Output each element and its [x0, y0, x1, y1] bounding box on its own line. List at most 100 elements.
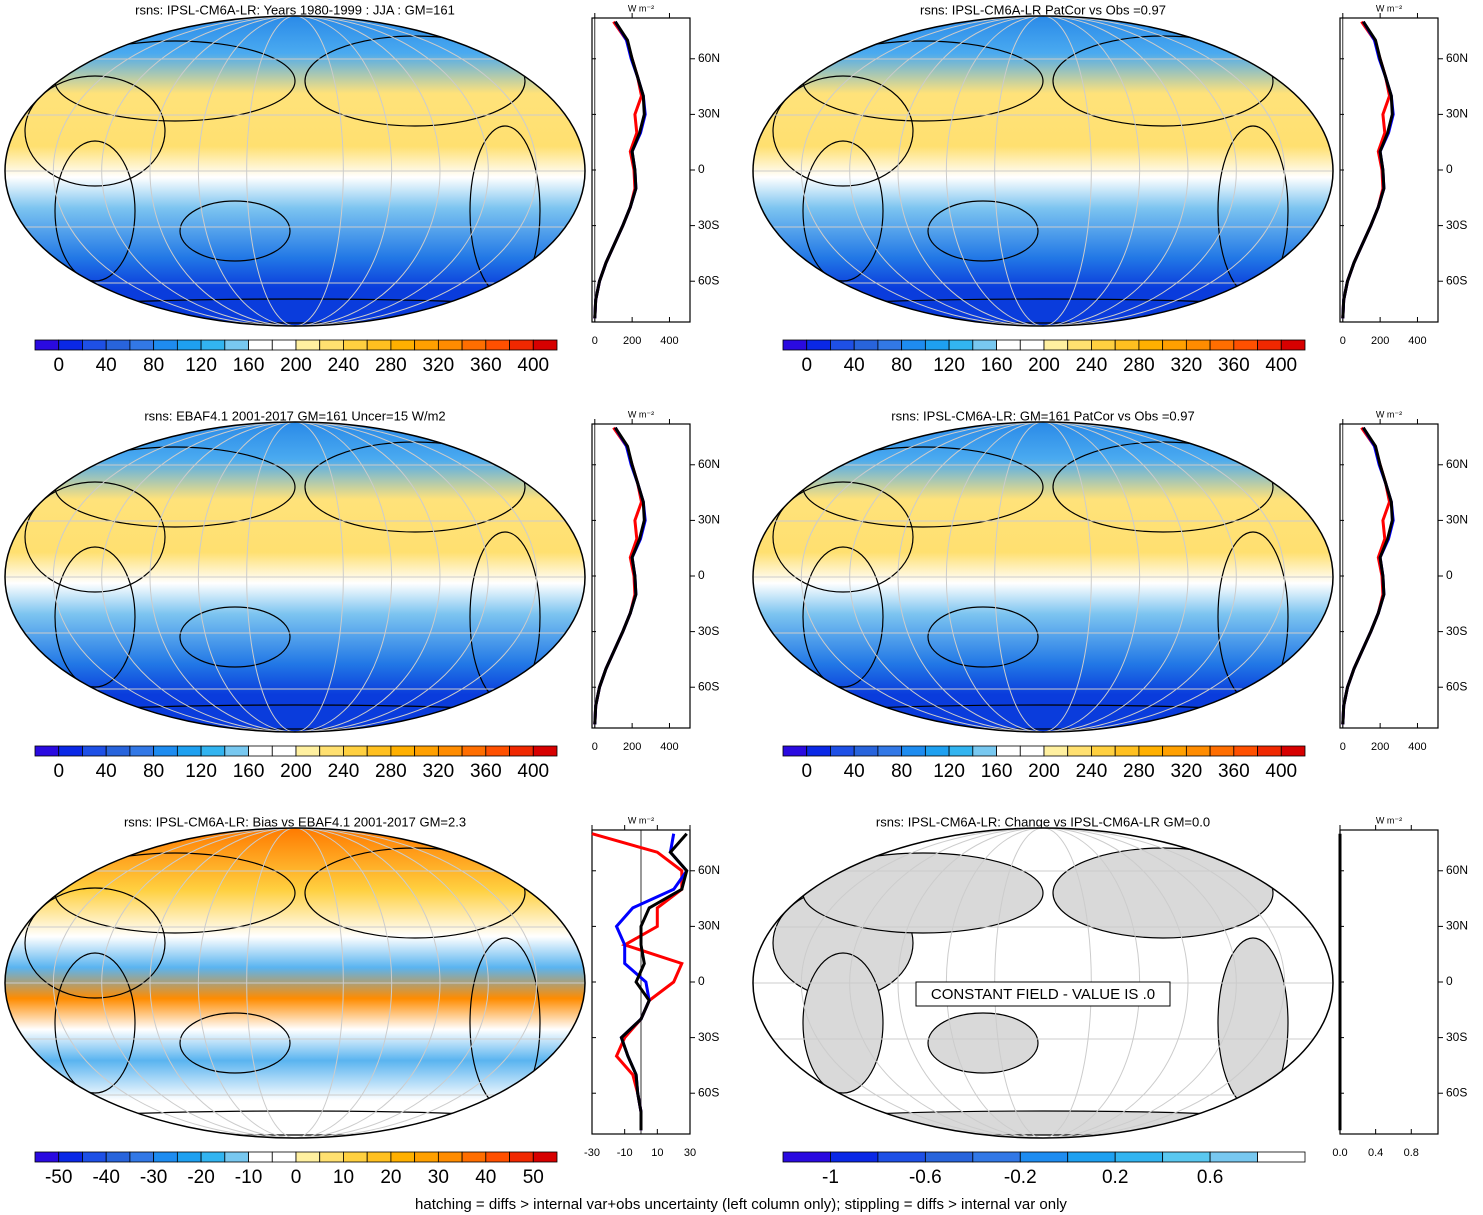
colorbar-box: [1280, 339, 1306, 351]
meridian: [994, 16, 1092, 326]
panel-title: rsns: IPSL-CM6A-LR: Years 1980-1999 : JJ…: [135, 2, 455, 17]
y-tick-label: 60N: [1446, 863, 1468, 877]
colorbar-label: 0: [801, 355, 812, 376]
colorbar-box: [924, 1151, 974, 1163]
colorbar-box: [1043, 339, 1069, 351]
colorbar-label: 40: [844, 355, 865, 376]
colorbar-box: [972, 339, 997, 351]
colorbar-label: -20: [187, 1167, 214, 1188]
map-land: [5, 422, 585, 732]
colorbar-label: 360: [470, 355, 502, 376]
colorbar-label: 280: [1123, 355, 1155, 376]
meridian: [149, 16, 441, 326]
colorbar-label: 160: [233, 761, 265, 782]
colorbar-label: 10: [333, 1167, 354, 1188]
colorbar-label: -0.2: [1004, 1167, 1037, 1188]
x-tick-label: 400: [660, 741, 678, 753]
colorbar-box: [1067, 339, 1092, 351]
colorbar-box: [34, 1151, 60, 1163]
zonal-frame: [591, 17, 691, 323]
colorbar-box: [248, 745, 273, 757]
colorbar-box: [82, 339, 107, 351]
map-border: [752, 15, 1334, 327]
colorbar-box: [1209, 339, 1235, 351]
meridian: [849, 422, 1237, 732]
continent: [802, 952, 884, 1094]
y-tick-label: 60N: [698, 457, 720, 471]
colorbar-label: 40: [844, 761, 865, 782]
zonal-frame: [1339, 423, 1439, 729]
colorbar-box: [390, 339, 416, 351]
continent: [24, 75, 166, 187]
colorbar-box: [58, 745, 83, 757]
colorbar-box: [271, 1151, 297, 1163]
zonal-line: [1341, 20, 1394, 319]
colorbar-box: [224, 745, 249, 757]
x-tick-label: 0.4: [1368, 1147, 1383, 1159]
colorbar-box: [153, 745, 178, 757]
colorbar-box: [390, 745, 416, 757]
colorbar-box: [176, 339, 202, 351]
meridian: [246, 828, 344, 1138]
colorbar-box: [485, 339, 510, 351]
meridian: [849, 16, 1237, 326]
y-tick-label: 60S: [698, 273, 719, 287]
colorbar-box: [1209, 745, 1235, 757]
y-tick-label: 0: [698, 974, 705, 988]
colorbar-box: [924, 745, 950, 757]
y-tick-label: 0: [1446, 568, 1453, 582]
zonal-unit: W m⁻²: [628, 3, 654, 13]
colorbar-label: 0.2: [1102, 1167, 1128, 1188]
meridian: [800, 828, 1286, 1138]
colorbar-label: 400: [1265, 761, 1297, 782]
colorbar-label: 400: [517, 355, 549, 376]
y-tick-label: 30S: [1446, 1030, 1467, 1044]
colorbar-box: [1233, 339, 1258, 351]
x-tick-label: 400: [1408, 335, 1426, 347]
continent: [54, 546, 136, 688]
zonal-line: [591, 832, 684, 1131]
continent: [802, 140, 884, 282]
meridian: [101, 828, 489, 1138]
x-tick-label: 200: [623, 335, 641, 347]
colorbar-label: 40: [475, 1167, 496, 1188]
colorbar-box: [295, 339, 321, 351]
y-tick-label: 60N: [698, 863, 720, 877]
colorbar-label: 30: [428, 1167, 449, 1188]
colorbar-box: [853, 339, 879, 351]
colorbar-box: [1019, 1151, 1069, 1163]
colorbar-box: [200, 1151, 226, 1163]
meridian: [897, 828, 1189, 1138]
colorbar-box: [1162, 339, 1187, 351]
x-tick-label: 200: [1371, 741, 1389, 753]
x-tick-label: 400: [660, 335, 678, 347]
x-tick-label: 0.0: [1332, 1147, 1347, 1159]
meridian: [197, 16, 393, 326]
y-tick-label: 30S: [1446, 624, 1467, 638]
colorbar-box: [271, 339, 297, 351]
colorbar-box: [82, 745, 107, 757]
colorbar-label: -1: [822, 1167, 839, 1188]
colorbar-box: [366, 745, 392, 757]
colorbar-box: [390, 1151, 416, 1163]
colorbar-label: 360: [1218, 761, 1250, 782]
colorbar-box: [319, 1151, 344, 1163]
colorbar-label: 160: [981, 761, 1013, 782]
continent: [772, 481, 914, 593]
colorbar-box: [58, 1151, 83, 1163]
colorbar-box: [437, 339, 463, 351]
colorbar-box: [461, 745, 487, 757]
colorbar-box: [972, 1151, 1021, 1163]
panel-title: rsns: EBAF4.1 2001-2017 GM=161 Uncer=15 …: [144, 408, 445, 423]
colorbar-box: [830, 1151, 879, 1163]
colorbar-box: [343, 339, 368, 351]
colorbar-box: [1114, 339, 1140, 351]
colorbar-box: [1185, 339, 1211, 351]
colorbar-label: 280: [375, 355, 407, 376]
colorbar-box: [1067, 1151, 1116, 1163]
colorbar-label: 160: [981, 355, 1013, 376]
colorbar-box: [414, 1151, 439, 1163]
colorbar-box: [877, 1151, 926, 1163]
colorbar-box: [1185, 745, 1211, 757]
colorbar-box: [1138, 339, 1164, 351]
